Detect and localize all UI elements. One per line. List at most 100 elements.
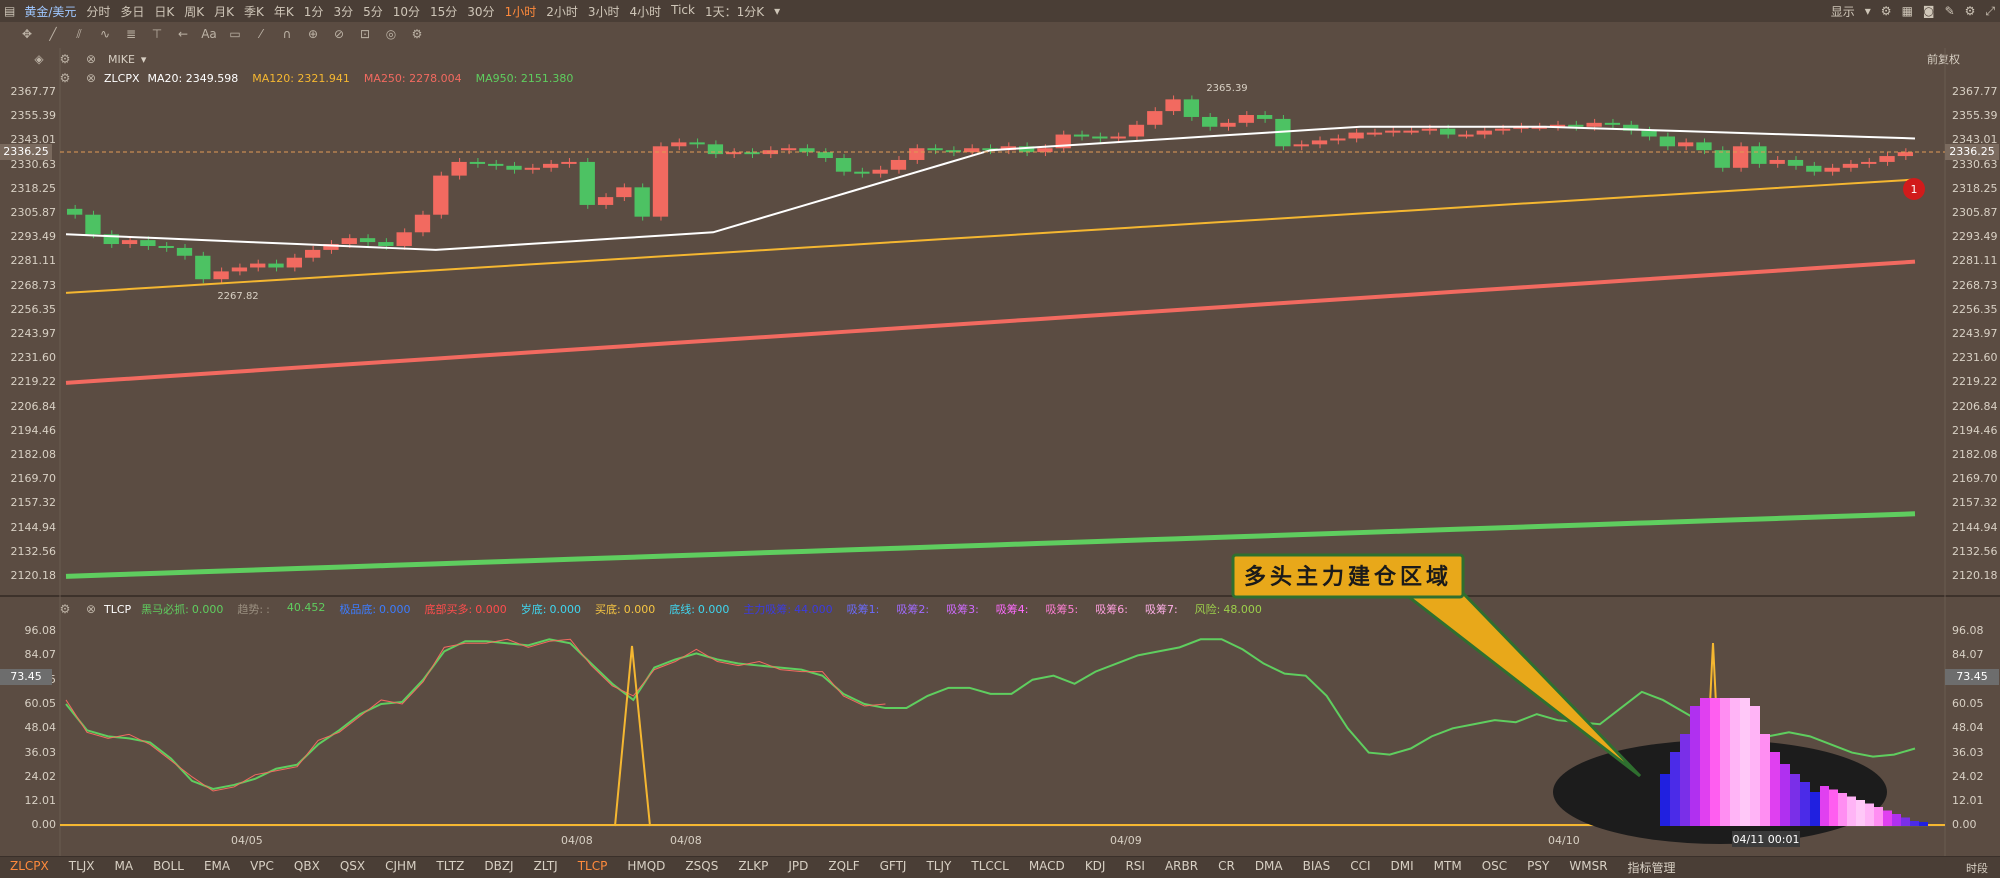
maximize-icon[interactable]: ⤢ [1985, 3, 1995, 18]
period-tab[interactable]: 多日 [120, 4, 145, 19]
period-tab[interactable]: 15分 [430, 4, 458, 19]
indicator-tab[interactable]: ZLTJ [533, 859, 558, 873]
indicator-tab[interactable]: EMA [203, 859, 231, 873]
layout-icon[interactable]: ▦ [1901, 4, 1913, 18]
indicator-tab[interactable]: HMQD [627, 859, 666, 873]
period-dropdown-icon[interactable]: ▾ [774, 4, 781, 18]
period-tab[interactable]: Tick [671, 2, 695, 17]
eye-icon[interactable]: ◎ [385, 27, 397, 41]
indicator-tab[interactable]: KDJ [1084, 859, 1106, 873]
indicator-tab[interactable]: ZSQS [685, 859, 719, 873]
mike-close-icon[interactable]: ⊗ [85, 52, 97, 66]
indicator-tab[interactable]: BIAS [1302, 859, 1331, 873]
tlcp-close-icon[interactable]: ⊗ [85, 602, 97, 616]
brush-tool-icon[interactable]: ⁄ [259, 27, 262, 41]
indicator-tab[interactable]: MTM [1433, 859, 1462, 873]
indicator-tab[interactable]: WMSR [1569, 859, 1608, 873]
indicator-tab[interactable]: ZLCPX [10, 859, 49, 873]
period-tab[interactable]: 5分 [363, 4, 383, 19]
pen-icon[interactable]: ✎ [1944, 4, 1955, 18]
indicator-tab[interactable]: DMI [1390, 859, 1414, 873]
period-tab[interactable]: 3分 [333, 4, 354, 19]
hide-icon[interactable]: ⊘ [333, 27, 345, 41]
indicator-tab[interactable]: TLCCL [971, 859, 1009, 873]
mike-label[interactable]: MIKE [108, 52, 135, 66]
indicator-tab[interactable]: CCI [1350, 859, 1371, 873]
tlcp-indicator-name[interactable]: TLCP [104, 602, 132, 616]
price-adjust-toggle[interactable]: 前复权 [1927, 53, 1960, 66]
settings-icon[interactable]: ⚙ [1964, 4, 1976, 18]
period-tab[interactable]: 周K [184, 4, 205, 19]
period-tab[interactable]: 分时 [86, 4, 111, 19]
indicator-tab[interactable]: TLJX [68, 859, 95, 873]
indicator-tab[interactable]: VPC [250, 859, 274, 873]
symbol-selector[interactable]: 黄金/美元 [24, 4, 77, 19]
camera-icon[interactable]: ◙ [1922, 4, 1935, 18]
chevron-down-icon[interactable]: ▾ [1864, 4, 1871, 18]
display-menu[interactable]: 显示 [1830, 4, 1855, 19]
ma-settings-icon[interactable]: ⚙ [59, 71, 71, 85]
indicator-tab[interactable]: BOLL [153, 859, 184, 873]
alert-marker[interactable] [1903, 178, 1925, 200]
arrow-tool-icon[interactable]: ← [177, 27, 189, 41]
indicator-tab[interactable]: GFTJ [879, 859, 907, 873]
session-button[interactable]: 时段 [1966, 861, 1988, 875]
period-tab[interactable]: 年K [273, 4, 294, 19]
indicator-tab[interactable]: QBX [293, 859, 320, 873]
candle-body [1659, 136, 1676, 147]
indicator-tab[interactable]: RSI [1125, 859, 1145, 873]
mike-settings-icon[interactable]: ⚙ [59, 52, 71, 66]
indicator-tab[interactable]: DMA [1254, 859, 1283, 873]
mike-dropdown-icon[interactable]: ▾ [140, 52, 147, 66]
indicator-tab[interactable]: CR [1218, 859, 1235, 873]
ma-indicator-name[interactable]: ZLCPX [104, 71, 140, 85]
period-tab[interactable]: 1小时 [504, 4, 537, 19]
lock-icon[interactable]: ⊕ [307, 27, 319, 41]
period-tab[interactable]: 4小时 [629, 4, 662, 19]
indicator-tab[interactable]: ZQLF [828, 859, 860, 873]
indicator-tab[interactable]: ARBR [1164, 859, 1199, 873]
period-tab[interactable]: 日K [154, 4, 175, 19]
grid-tool-icon[interactable]: ≣ [125, 27, 137, 41]
indicator-tab[interactable]: 指标管理 [1627, 861, 1676, 875]
period-tab[interactable]: 季K [244, 4, 264, 19]
text-tool-icon[interactable]: Aa [201, 27, 217, 41]
gear-icon[interactable]: ⚙ [1880, 4, 1892, 18]
indicator-tab[interactable]: MA [114, 859, 134, 873]
candle-body [1403, 130, 1419, 133]
period-tab[interactable]: 10分 [392, 4, 420, 19]
note-tool-icon[interactable]: ▭ [229, 27, 241, 41]
indicator-tab[interactable]: QSX [339, 859, 366, 873]
indicator-tab[interactable]: JPD [788, 859, 809, 873]
ma250-value: MA250: 2278.004 [363, 71, 462, 85]
indicator-tab[interactable]: ZLKP [738, 859, 769, 873]
period-tab[interactable]: 3小时 [587, 4, 620, 19]
axis-tick-label: 2318.25 [10, 181, 57, 195]
collapse-icon[interactable]: ◈ [34, 52, 44, 66]
indicator-tab[interactable]: PSY [1527, 859, 1550, 873]
period-tab[interactable]: 1分 [303, 4, 324, 19]
indicator-tab[interactable]: TLJY [926, 859, 952, 873]
period-tab[interactable]: 1天：1分K [704, 4, 765, 19]
indicator-tab[interactable]: OSC [1481, 859, 1508, 873]
channel-tool-icon[interactable]: ⫽ [76, 27, 82, 41]
period-tab[interactable]: 2小时 [546, 4, 578, 19]
indicator-tab[interactable]: CJHM [385, 859, 417, 873]
indicator-tab[interactable]: DBZJ [484, 859, 514, 873]
indicator-tab[interactable]: MACD [1028, 859, 1065, 873]
delete-icon[interactable]: ⊡ [359, 27, 371, 41]
magnet-icon[interactable]: ∩ [282, 27, 292, 41]
ma-close-icon[interactable]: ⊗ [85, 71, 97, 85]
indicator-tab[interactable]: TLCP [577, 859, 608, 873]
indicator-tab[interactable]: TLTZ [436, 859, 465, 873]
sidebar-toggle-icon[interactable]: ▤ [4, 4, 16, 18]
wave-tool-icon[interactable]: ∿ [99, 27, 111, 41]
period-tab[interactable]: 月K [214, 4, 235, 19]
tool-settings-icon[interactable]: ⚙ [411, 27, 423, 41]
fib-tool-icon[interactable]: ⊤ [151, 27, 163, 41]
line-tool-icon[interactable]: ╱ [49, 27, 57, 41]
tlcp-settings-icon[interactable]: ⚙ [59, 602, 71, 616]
period-tab[interactable]: 30分 [467, 4, 495, 19]
move-icon[interactable]: ✥ [21, 27, 33, 41]
